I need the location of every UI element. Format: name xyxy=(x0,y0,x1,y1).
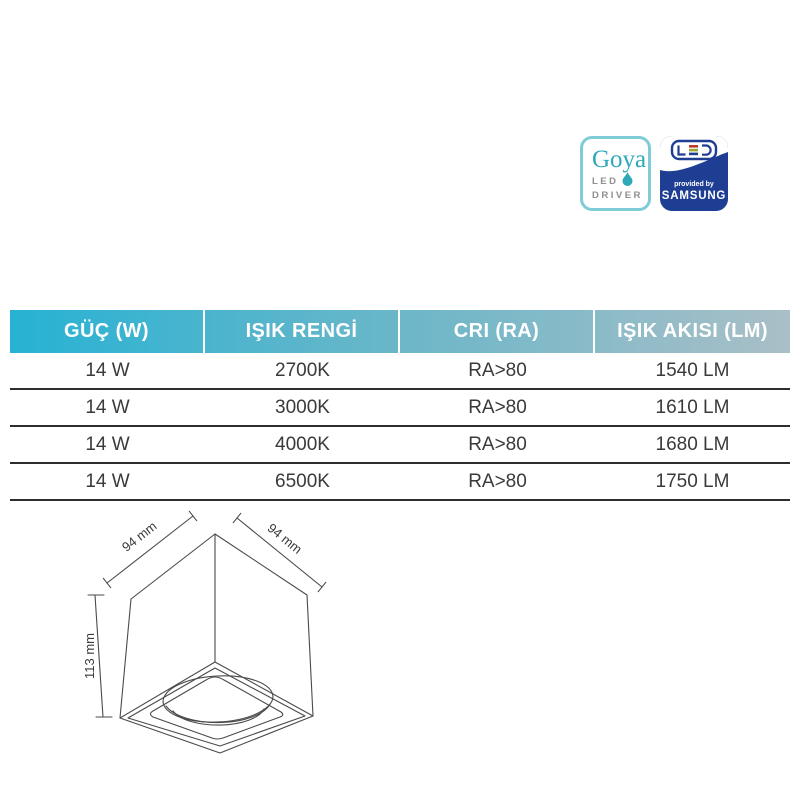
goya-driver-label: DRIVER xyxy=(592,190,643,201)
depth-dimension-label: 94 mm xyxy=(265,520,305,557)
cell-power: 14 W xyxy=(85,396,130,418)
led-letter-d xyxy=(702,144,712,156)
samsung-led-logo: provided by SAMSUNG xyxy=(660,136,728,211)
table-row: 14 W 6500K RA>80 1750 LM xyxy=(10,464,790,501)
led-letter-l xyxy=(677,145,686,156)
cell-cri: RA>80 xyxy=(468,359,527,381)
dimension-height: 113 mm xyxy=(82,594,113,718)
goya-led-label: LED xyxy=(592,176,619,187)
cell-cri: RA>80 xyxy=(468,470,527,492)
cell-luminous-flux: 1540 LM xyxy=(655,359,730,381)
spec-table-header: GÜÇ (W) IŞIK RENGİ CRI (RA) IŞIK AKISI (… xyxy=(10,310,790,353)
table-row: 14 W 3000K RA>80 1610 LM xyxy=(10,390,790,427)
cell-luminous-flux: 1750 LM xyxy=(655,470,730,492)
dimension-width: 94 mm xyxy=(102,510,198,589)
cell-light-color: 2700K xyxy=(275,359,330,381)
table-row: 14 W 2700K RA>80 1540 LM xyxy=(10,353,790,390)
goya-led-driver-logo: Goya LED DRIVER xyxy=(580,136,651,211)
column-header-light-color: IŞIK RENGİ xyxy=(205,310,400,353)
cell-light-color: 6500K xyxy=(275,470,330,492)
cube-outline xyxy=(119,533,314,754)
led-letter-e-green-bar xyxy=(689,148,698,152)
lens-circle xyxy=(162,675,274,726)
logo-group: Goya LED DRIVER provided by SAMSUNG xyxy=(580,136,728,211)
cell-cri: RA>80 xyxy=(468,396,527,418)
cell-cri: RA>80 xyxy=(468,433,527,455)
spec-table: GÜÇ (W) IŞIK RENGİ CRI (RA) IŞIK AKISI (… xyxy=(10,310,790,501)
cell-luminous-flux: 1680 LM xyxy=(655,433,730,455)
cell-light-color: 4000K xyxy=(275,433,330,455)
height-dimension-label: 113 mm xyxy=(82,633,97,679)
water-drop-icon xyxy=(622,172,633,186)
width-dimension-label: 94 mm xyxy=(119,518,160,554)
led-letter-e-red-bar xyxy=(689,145,698,148)
samsung-logo-swoosh xyxy=(660,136,728,172)
table-row: 14 W 4000K RA>80 1680 LM xyxy=(10,427,790,464)
column-header-cri: CRI (RA) xyxy=(400,310,595,353)
goya-wordmark: Goya xyxy=(592,146,647,173)
samsung-wordmark: SAMSUNG xyxy=(661,190,727,202)
dimension-depth: 94 mm xyxy=(232,512,327,593)
cell-luminous-flux: 1610 LM xyxy=(655,396,730,418)
column-header-luminous-flux: IŞIK AKISI (LM) xyxy=(617,320,768,342)
cell-power: 14 W xyxy=(85,433,130,455)
provided-by-label: provided by xyxy=(674,181,714,188)
cell-light-color: 3000K xyxy=(275,396,330,418)
column-header-power: GÜÇ (W) xyxy=(10,310,205,353)
product-dimension-drawing: 94 mm 94 mm 113 mm xyxy=(78,498,338,783)
cell-power: 14 W xyxy=(85,359,130,381)
led-letter-e-blue-bar xyxy=(689,152,698,156)
cell-power: 14 W xyxy=(85,470,130,492)
